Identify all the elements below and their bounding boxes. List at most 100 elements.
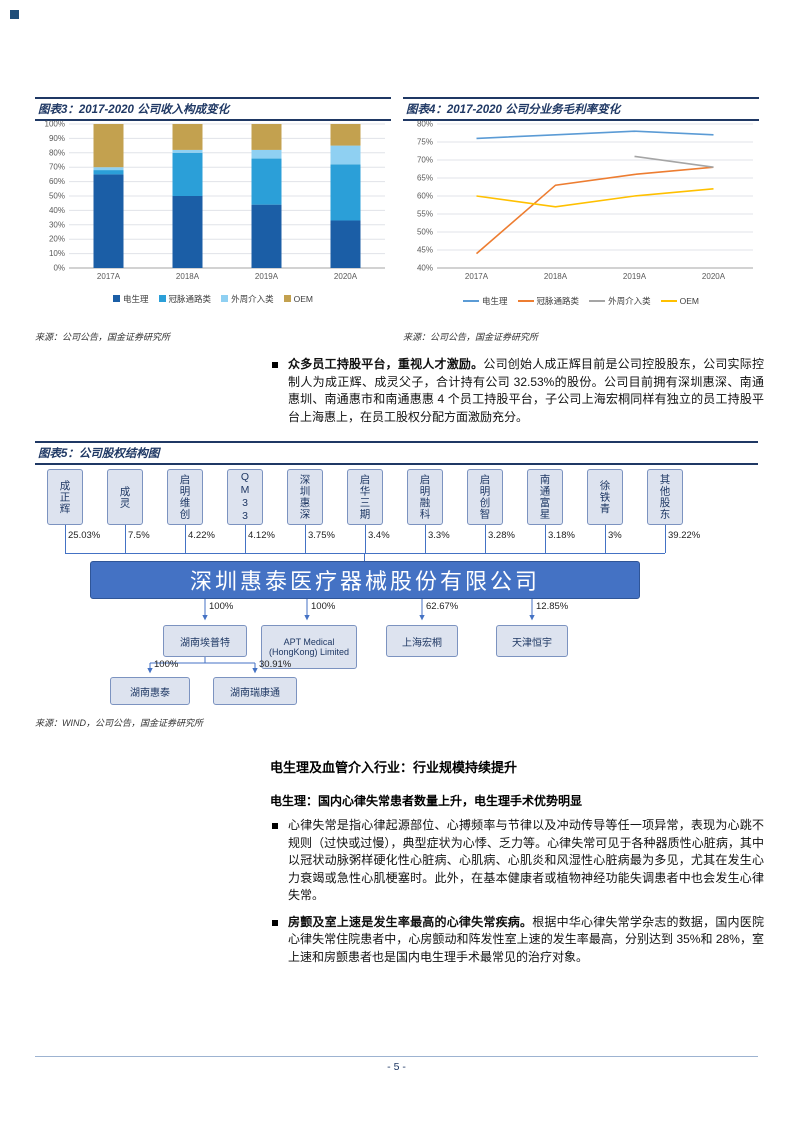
legend-item: 电生理: [463, 295, 508, 307]
shareholder: 启明维创 4.22%: [155, 469, 215, 553]
legend-item: 外周介入类: [221, 293, 274, 305]
bullet-lead: 房颤及室上速是发生率最高的心律失常疾病。: [288, 914, 533, 929]
svg-text:2017A: 2017A: [97, 272, 121, 281]
shareholder: 启明融科 3.3%: [395, 469, 455, 553]
svg-text:75%: 75%: [417, 138, 433, 147]
svg-text:70%: 70%: [417, 156, 433, 165]
legend-item: 冠脉通路类: [517, 295, 579, 307]
gross-margin-line-chart: 40% 45% 50% 55% 60% 65% 70% 75% 80% 2017A 2018A 201…: [417, 120, 753, 281]
shareholder: 其他股东 39.22%: [635, 469, 700, 553]
connector-bus-line: [65, 553, 665, 554]
bullet-paragraph: 房颤及室上速是发生率最高的心律失常疾病。根据中华心律失常学杂志的数据，国内医院心…: [270, 914, 764, 967]
paragraph-text: 众多员工持股平台，重视人才激励。公司创始人成正辉目前是公司控股股东，公司实际控制…: [288, 356, 764, 426]
figure5-title: 图表5：公司股权结构图: [35, 441, 758, 465]
ownership-pct: 100%: [209, 601, 234, 612]
connector-stem: 7.5%: [95, 525, 155, 553]
svg-text:40%: 40%: [417, 264, 433, 273]
connector-stem: 4.22%: [155, 525, 215, 553]
shareholder-pct: 3.28%: [488, 530, 515, 541]
svg-text:100%: 100%: [45, 120, 65, 129]
bullet-body: 根据中华心律失常学杂志的数据，国内医院心律失常住院患者中，心房颤动和阵发性室上速…: [288, 914, 764, 964]
svg-text:70%: 70%: [49, 163, 65, 172]
page-number: - 5 -: [387, 1061, 406, 1073]
shareholder-box: 启明维创: [167, 469, 203, 525]
shareholder: 启明创智 3.28%: [455, 469, 515, 553]
section-subheading: 电生理：国内心律失常患者数量上升，电生理手术优势明显: [270, 794, 583, 808]
svg-text:30%: 30%: [49, 220, 65, 229]
shareholder-box: 成灵: [107, 469, 143, 525]
shareholder: 徐铁青 3%: [575, 469, 635, 553]
legend-item: 外周介入类: [589, 295, 651, 307]
revenue-mix-stacked-bar-chart: 0% 10% 20% 30% 40% 50% 60% 70% 80% 90% 100% 2017A 20…: [45, 120, 385, 281]
bullet-text: 房颤及室上速是发生率最高的心律失常疾病。根据中华心律失常学杂志的数据，国内医院心…: [288, 914, 764, 967]
connector-stem: 3.4%: [335, 525, 395, 553]
shareholder-pct: 3.75%: [308, 530, 335, 541]
svg-text:40%: 40%: [49, 206, 65, 215]
svg-text:65%: 65%: [417, 174, 433, 183]
figure4-legend: 电生理 冠脉通路类 外周介入类 OEM: [403, 289, 759, 307]
shareholder-box: 徐铁青: [587, 469, 623, 525]
svg-text:80%: 80%: [49, 148, 65, 157]
shareholder: 深圳惠深 3.75%: [275, 469, 335, 553]
connector-stem: 3.75%: [275, 525, 335, 553]
svg-text:20%: 20%: [49, 235, 65, 244]
svg-text:60%: 60%: [417, 192, 433, 201]
ownership-pct: 100%: [311, 601, 336, 612]
shareholder-box: 南通富星: [527, 469, 563, 525]
svg-text:2020A: 2020A: [334, 272, 358, 281]
shareholder-pct: 25.03%: [68, 530, 101, 541]
connector-stem: 4.12%: [215, 525, 275, 553]
connector-stem: 39.22%: [635, 525, 700, 553]
figure3-source: 来源：公司公告，国金证券研究所: [35, 332, 171, 342]
employee-ownership-paragraph: 众多员工持股平台，重视人才激励。公司创始人成正辉目前是公司控股股东，公司实际控制…: [270, 356, 764, 426]
shareholder-box: 深圳惠深: [287, 469, 323, 525]
subsidiary-box: 天津恒宇: [496, 625, 568, 657]
svg-text:90%: 90%: [49, 134, 65, 143]
figure5-source: 来源：WIND，公司公告，国金证券研究所: [35, 718, 203, 728]
footer-divider: [35, 1056, 758, 1057]
bullet-marker: [272, 919, 278, 926]
company-box: 深圳惠泰医疗器械股份有限公司: [90, 561, 640, 599]
svg-text:10%: 10%: [49, 249, 65, 258]
ownership-pct: 100%: [154, 659, 179, 670]
svg-text:60%: 60%: [49, 177, 65, 186]
figure4-title: 图表4：2017-2020 公司分业务毛利率变化: [403, 97, 759, 121]
shareholder-pct: 3%: [608, 530, 622, 541]
bullet-paragraph: 心律失常是指心律起源部位、心搏频率与节律以及冲动传导等任一项异常，表现为心跳不规…: [270, 817, 764, 905]
subsidiary-box: 上海宏桐: [386, 625, 458, 657]
svg-text:2020A: 2020A: [702, 272, 726, 281]
shareholder: 成灵 7.5%: [95, 469, 155, 553]
subsidiary-box: APT Medical (HongKong) Limited: [261, 625, 357, 669]
shareholder-pct: 3.4%: [368, 530, 390, 541]
shareholder-box: 启明创智: [467, 469, 503, 525]
legend-item: 冠脉通路类: [158, 293, 211, 305]
subsidiary-box: 湖南惠泰: [110, 677, 190, 705]
svg-text:2018A: 2018A: [176, 272, 200, 281]
paragraph-lead: 众多员工持股平台，重视人才激励。: [288, 357, 484, 371]
svg-text:55%: 55%: [417, 210, 433, 219]
ownership-pct: 62.67%: [426, 601, 459, 612]
ownership-pct: 12.85%: [536, 601, 569, 612]
svg-text:50%: 50%: [417, 228, 433, 237]
shareholder-pct: 3.18%: [548, 530, 575, 541]
shareholder-box: 启明融科: [407, 469, 443, 525]
bullet-text: 心律失常是指心律起源部位、心搏频率与节律以及冲动传导等任一项异常，表现为心跳不规…: [288, 818, 764, 903]
shareholder-row: 成正辉 25.03% 成灵 7.5% 启明维创 4.22% QM33 4.12%…: [35, 469, 700, 553]
shareholder: QM33 4.12%: [215, 469, 275, 553]
figure3-title: 图表3：2017-2020 公司收入构成变化: [35, 97, 391, 121]
legend-item: OEM: [660, 296, 699, 306]
shareholder: 南通富星 3.18%: [515, 469, 575, 553]
connector-stem: 3.28%: [455, 525, 515, 553]
svg-text:2018A: 2018A: [544, 272, 568, 281]
subsidiary-box: 湖南埃普特: [163, 625, 247, 657]
connector-drop-line: [364, 553, 365, 561]
shareholder-box: 其他股东: [647, 469, 683, 525]
shareholder-pct: 7.5%: [128, 530, 150, 541]
bullet-marker: [272, 362, 278, 368]
svg-text:2019A: 2019A: [623, 272, 647, 281]
shareholder-box: 启华三期: [347, 469, 383, 525]
svg-text:2017A: 2017A: [465, 272, 489, 281]
section-heading: 电生理及血管介入行业：行业规模持续提升: [270, 760, 518, 775]
svg-text:80%: 80%: [417, 120, 433, 129]
